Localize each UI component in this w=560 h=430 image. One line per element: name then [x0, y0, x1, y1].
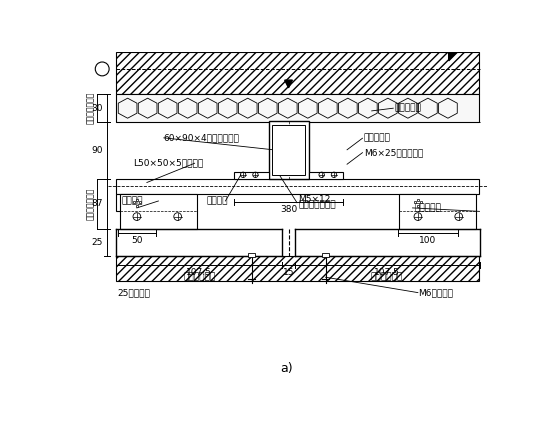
Polygon shape — [449, 52, 458, 61]
Bar — [116, 256, 479, 281]
Text: M6×25不锈锥螺杆: M6×25不锈锥螺杆 — [364, 148, 423, 157]
Text: 90: 90 — [91, 146, 103, 155]
Polygon shape — [418, 98, 437, 118]
Text: 380: 380 — [280, 205, 297, 214]
Polygon shape — [338, 98, 357, 118]
Bar — [116, 94, 479, 123]
Bar — [272, 125, 305, 175]
Polygon shape — [178, 98, 197, 118]
Bar — [136, 205, 138, 207]
Polygon shape — [284, 80, 292, 88]
Text: 107.5: 107.5 — [186, 268, 212, 277]
Text: 25: 25 — [92, 238, 103, 247]
Bar — [414, 201, 416, 203]
Bar — [234, 172, 268, 178]
Bar — [249, 252, 255, 257]
Bar — [417, 205, 419, 207]
Bar — [120, 194, 197, 229]
Text: 不锈锥螺杆: 不锈锥螺杆 — [364, 134, 391, 143]
Bar — [133, 201, 135, 203]
Text: 100: 100 — [419, 236, 437, 245]
Text: 按实际工程采用: 按实际工程采用 — [86, 92, 95, 124]
Text: 保温防火层: 保温防火层 — [395, 104, 422, 113]
Text: 幕墙分格尺寸: 幕墙分格尺寸 — [371, 273, 403, 282]
Polygon shape — [399, 98, 417, 118]
Bar — [268, 121, 309, 178]
Text: 锁紧螺閉: 锁紧螺閉 — [122, 197, 143, 206]
Bar — [399, 194, 475, 229]
Bar — [139, 201, 141, 203]
Polygon shape — [379, 98, 397, 118]
Text: a): a) — [281, 362, 293, 375]
Text: L50×50×5镀锥角锥: L50×50×5镀锥角锥 — [133, 159, 203, 168]
Bar — [116, 194, 139, 211]
Polygon shape — [298, 98, 317, 118]
Text: 铝合金挂件: 铝合金挂件 — [414, 203, 441, 212]
Text: 防腐垫片: 防腐垫片 — [206, 197, 228, 206]
Polygon shape — [218, 98, 237, 118]
Bar — [116, 178, 479, 194]
Polygon shape — [258, 98, 277, 118]
Polygon shape — [278, 98, 297, 118]
Polygon shape — [158, 98, 177, 118]
Bar — [417, 199, 419, 201]
Text: 25厚花岗岁: 25厚花岗岁 — [118, 288, 151, 297]
Text: 87: 87 — [91, 199, 103, 208]
Polygon shape — [138, 98, 157, 118]
Bar — [136, 199, 138, 201]
Text: 50: 50 — [131, 236, 143, 245]
Text: 60×90×4镀锥锥通主梁: 60×90×4镀锥锥通主梁 — [164, 133, 240, 142]
Bar — [323, 252, 329, 257]
Text: 按实际工程采用: 按实际工程采用 — [86, 187, 95, 220]
Polygon shape — [358, 98, 377, 118]
Text: 107.5: 107.5 — [374, 268, 400, 277]
Polygon shape — [319, 98, 337, 118]
Text: M5×12: M5×12 — [298, 195, 331, 204]
Bar — [309, 172, 343, 178]
Polygon shape — [198, 98, 217, 118]
Text: 30: 30 — [91, 104, 103, 113]
Text: 幕墙分格尺寸: 幕墙分格尺寸 — [183, 273, 216, 282]
Bar — [116, 52, 479, 94]
Polygon shape — [438, 98, 458, 118]
Bar — [420, 201, 422, 203]
Polygon shape — [239, 98, 257, 118]
Text: M6后切螺栓: M6后切螺栓 — [418, 288, 453, 297]
Text: 不锈锥微调螺閉: 不锈锥微调螺閉 — [298, 200, 336, 209]
Text: 15: 15 — [283, 268, 295, 277]
Polygon shape — [118, 98, 137, 118]
